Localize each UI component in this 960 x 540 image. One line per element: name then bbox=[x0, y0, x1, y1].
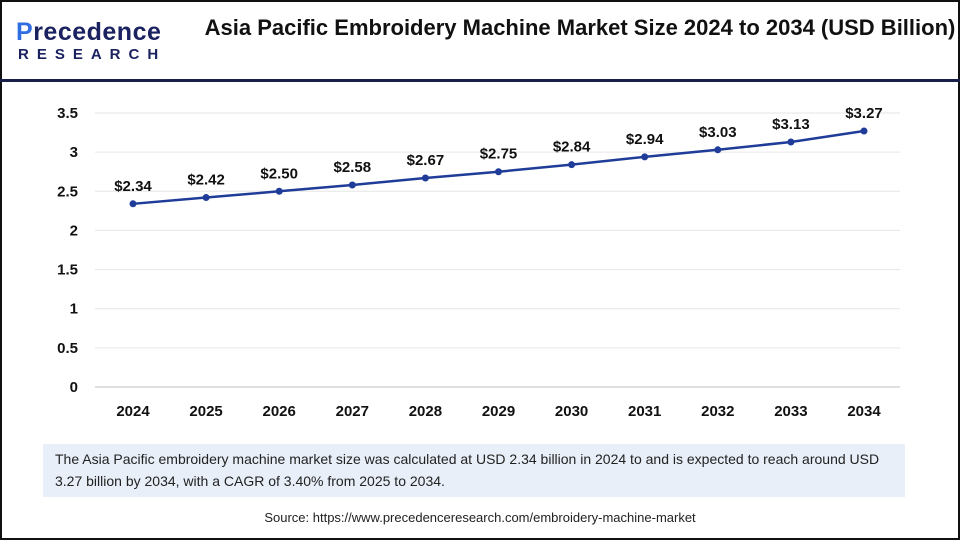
data-label: $2.94 bbox=[626, 131, 664, 148]
x-tick-label: 2032 bbox=[701, 403, 734, 420]
data-label: $2.50 bbox=[260, 165, 298, 182]
data-point bbox=[714, 146, 722, 154]
header-divider bbox=[0, 79, 960, 82]
y-tick-label: 1 bbox=[70, 301, 78, 318]
data-point bbox=[568, 161, 576, 169]
data-point bbox=[129, 200, 137, 208]
x-tick-label: 2026 bbox=[263, 403, 296, 420]
y-tick-label: 0.5 bbox=[57, 340, 78, 357]
x-tick-label: 2025 bbox=[189, 403, 222, 420]
data-point bbox=[421, 174, 429, 182]
data-point bbox=[348, 181, 356, 189]
y-tick-label: 2 bbox=[70, 222, 78, 239]
chart-title: Asia Pacific Embroidery Machine Market S… bbox=[204, 15, 956, 40]
y-tick-label: 0 bbox=[70, 379, 78, 396]
logo-subtitle: RESEARCH bbox=[18, 46, 167, 63]
x-tick-label: 2027 bbox=[336, 403, 369, 420]
x-tick-label: 2034 bbox=[847, 403, 881, 420]
data-label: $2.34 bbox=[114, 178, 152, 195]
data-label: $3.27 bbox=[845, 105, 883, 122]
data-label: $2.42 bbox=[187, 172, 225, 189]
x-tick-label: 2024 bbox=[116, 403, 150, 420]
summary-note: The Asia Pacific embroidery machine mark… bbox=[43, 444, 905, 497]
data-point bbox=[202, 194, 210, 202]
y-tick-label: 3 bbox=[70, 144, 78, 161]
logo: Precedence RESEARCH bbox=[16, 18, 166, 64]
series-line bbox=[132, 129, 865, 206]
data-label: $2.75 bbox=[480, 146, 518, 163]
source-text: Source: https://www.precedenceresearch.c… bbox=[264, 510, 696, 525]
data-label: $2.84 bbox=[553, 139, 591, 156]
data-point bbox=[495, 168, 502, 176]
data-point bbox=[860, 127, 868, 135]
x-tick-label: 2029 bbox=[482, 403, 515, 420]
data-label: $3.03 bbox=[699, 124, 737, 141]
data-label: $2.58 bbox=[334, 159, 372, 176]
data-point bbox=[641, 153, 649, 161]
x-tick-label: 2028 bbox=[409, 403, 442, 420]
y-tick-label: 2.5 bbox=[57, 183, 78, 200]
y-tick-label: 1.5 bbox=[57, 262, 78, 279]
data-point bbox=[275, 187, 283, 195]
data-point bbox=[787, 138, 795, 146]
x-tick-label: 2031 bbox=[628, 403, 661, 420]
logo-word: recedence bbox=[33, 18, 162, 46]
x-tick-label: 2033 bbox=[774, 403, 807, 420]
data-label: $3.13 bbox=[772, 116, 810, 133]
y-tick-label: 3.5 bbox=[57, 105, 78, 122]
data-label: $2.67 bbox=[407, 152, 445, 169]
x-tick-label: 2030 bbox=[555, 403, 588, 420]
logo-initial: P bbox=[16, 18, 34, 46]
